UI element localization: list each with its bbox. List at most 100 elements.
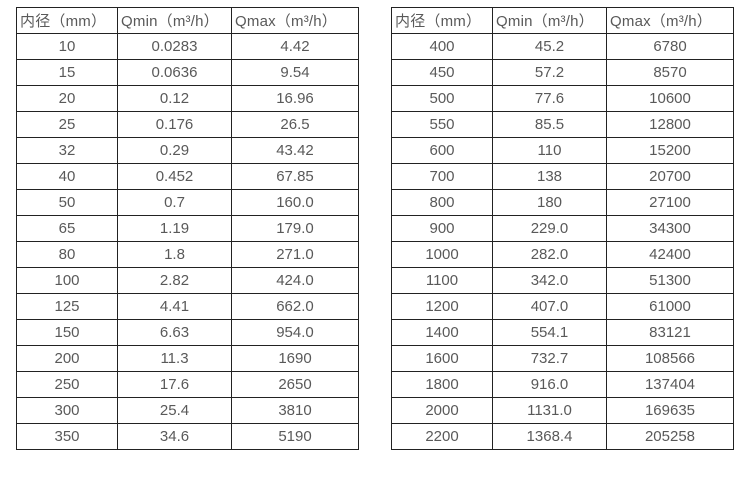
table-row: 20 0.12 16.96	[16, 85, 359, 112]
table-cell: 2650	[231, 371, 359, 398]
table-cell: 1.8	[117, 241, 232, 268]
table-cell: 150	[16, 319, 118, 346]
column-header: 内径（mm）	[391, 7, 493, 34]
table-row: 550 85.5 12800	[391, 111, 734, 138]
table-cell: 700	[391, 163, 493, 190]
table-cell: 40	[16, 163, 118, 190]
table-cell: 407.0	[492, 293, 607, 320]
table-cell: 5190	[231, 423, 359, 450]
table-cell: 57.2	[492, 59, 607, 86]
table-row: 800 180 27100	[391, 189, 734, 216]
table-cell: 300	[16, 397, 118, 424]
table-cell: 916.0	[492, 371, 607, 398]
table-cell: 1400	[391, 319, 493, 346]
flow-rate-table-small-diameters: 内径（mm） Qmin（m³/h） Qmax（m³/h） 10 0.0283 4.42 15…	[16, 7, 359, 450]
table-cell: 67.85	[231, 163, 359, 190]
table-cell: 0.452	[117, 163, 232, 190]
table-cell: 43.42	[231, 137, 359, 164]
table-cell: 800	[391, 189, 493, 216]
table-cell: 1131.0	[492, 397, 607, 424]
table-row: 2200 1368.4 205258	[391, 423, 734, 450]
table-cell: 2.82	[117, 267, 232, 294]
table-cell: 6780	[606, 33, 734, 60]
table-cell: 2200	[391, 423, 493, 450]
table-cell: 8570	[606, 59, 734, 86]
table-row: 80 1.8 271.0	[16, 241, 359, 268]
table-cell: 2000	[391, 397, 493, 424]
table-row: 700 138 20700	[391, 163, 734, 190]
table-cell: 34300	[606, 215, 734, 242]
table-cell: 61000	[606, 293, 734, 320]
table-cell: 17.6	[117, 371, 232, 398]
table-row: 2000 1131.0 169635	[391, 397, 734, 424]
table-cell: 83121	[606, 319, 734, 346]
table-cell: 125	[16, 293, 118, 320]
table-cell: 500	[391, 85, 493, 112]
table-cell: 34.6	[117, 423, 232, 450]
table-cell: 1.19	[117, 215, 232, 242]
table-cell: 4.41	[117, 293, 232, 320]
table-row: 200 11.3 1690	[16, 345, 359, 372]
table-cell: 550	[391, 111, 493, 138]
table-cell: 0.0636	[117, 59, 232, 86]
table-row: 15 0.0636 9.54	[16, 59, 359, 86]
table-cell: 0.7	[117, 189, 232, 216]
table-row: 1200 407.0 61000	[391, 293, 734, 320]
table-cell: 20	[16, 85, 118, 112]
column-header: Qmin（m³/h）	[492, 7, 607, 34]
table-cell: 1600	[391, 345, 493, 372]
table-cell: 27100	[606, 189, 734, 216]
table-cell: 137404	[606, 371, 734, 398]
table-row: 100 2.82 424.0	[16, 267, 359, 294]
table-cell: 350	[16, 423, 118, 450]
table-row: 350 34.6 5190	[16, 423, 359, 450]
table-cell: 11.3	[117, 345, 232, 372]
table-cell: 400	[391, 33, 493, 60]
table-cell: 0.12	[117, 85, 232, 112]
table-cell: 3810	[231, 397, 359, 424]
table-cell: 600	[391, 137, 493, 164]
table-row: 25 0.176 26.5	[16, 111, 359, 138]
table-cell: 1100	[391, 267, 493, 294]
table-cell: 282.0	[492, 241, 607, 268]
table-row: 1800 916.0 137404	[391, 371, 734, 398]
table-cell: 179.0	[231, 215, 359, 242]
table-cell: 110	[492, 137, 607, 164]
table-row: 1000 282.0 42400	[391, 241, 734, 268]
table-cell: 100	[16, 267, 118, 294]
table-cell: 65	[16, 215, 118, 242]
table-cell: 0.176	[117, 111, 232, 138]
column-header: Qmax（m³/h）	[231, 7, 359, 34]
table-row: 1600 732.7 108566	[391, 345, 734, 372]
table-row: 400 45.2 6780	[391, 33, 734, 60]
table-cell: 6.63	[117, 319, 232, 346]
column-header: Qmax（m³/h）	[606, 7, 734, 34]
column-header: 内径（mm）	[16, 7, 118, 34]
table-cell: 554.1	[492, 319, 607, 346]
header-row: 内径（mm） Qmin（m³/h） Qmax（m³/h）	[391, 7, 734, 34]
table-cell: 12800	[606, 111, 734, 138]
table-cell: 77.6	[492, 85, 607, 112]
table-row: 900 229.0 34300	[391, 215, 734, 242]
table-cell: 271.0	[231, 241, 359, 268]
table-cell: 85.5	[492, 111, 607, 138]
table-row: 50 0.7 160.0	[16, 189, 359, 216]
table-cell: 42400	[606, 241, 734, 268]
table-row: 1400 554.1 83121	[391, 319, 734, 346]
table-cell: 20700	[606, 163, 734, 190]
table-cell: 180	[492, 189, 607, 216]
table-cell: 138	[492, 163, 607, 190]
table-row: 250 17.6 2650	[16, 371, 359, 398]
table-cell: 1690	[231, 345, 359, 372]
header-row: 内径（mm） Qmin（m³/h） Qmax（m³/h）	[16, 7, 359, 34]
table-row: 65 1.19 179.0	[16, 215, 359, 242]
table-cell: 342.0	[492, 267, 607, 294]
table-cell: 424.0	[231, 267, 359, 294]
table-cell: 200	[16, 345, 118, 372]
table-cell: 51300	[606, 267, 734, 294]
table-row: 32 0.29 43.42	[16, 137, 359, 164]
table-row: 1100 342.0 51300	[391, 267, 734, 294]
table-cell: 25	[16, 111, 118, 138]
table-cell: 10	[16, 33, 118, 60]
table-row: 40 0.452 67.85	[16, 163, 359, 190]
